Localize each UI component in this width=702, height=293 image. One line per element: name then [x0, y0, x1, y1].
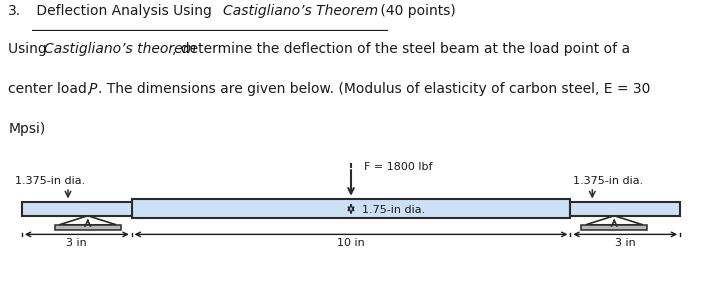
Text: P: P — [88, 82, 97, 96]
Bar — [22, 202, 132, 216]
Text: . The dimensions are given below. (Modulus of elasticity of carbon steel, E = 30: . The dimensions are given below. (Modul… — [98, 82, 651, 96]
Text: Using: Using — [8, 42, 51, 57]
Text: 1.375-in dia.: 1.375-in dia. — [573, 176, 643, 186]
Text: 3 in: 3 in — [67, 238, 87, 248]
Bar — [132, 199, 570, 218]
Bar — [55, 225, 121, 230]
Text: Deflection Analysis Using: Deflection Analysis Using — [32, 4, 216, 18]
Text: 3.: 3. — [8, 4, 22, 18]
Text: Mpsi): Mpsi) — [8, 122, 46, 136]
Text: , determine the deflection of the steel beam at the load point of a: , determine the deflection of the steel … — [172, 42, 630, 57]
Text: 3 in: 3 in — [615, 238, 635, 248]
Text: Castigliano’s theorem: Castigliano’s theorem — [44, 42, 196, 57]
Bar — [581, 225, 647, 230]
Text: (40 points): (40 points) — [376, 4, 456, 18]
Text: 1.375-in dia.: 1.375-in dia. — [15, 176, 86, 186]
Text: 1.75-in dia.: 1.75-in dia. — [362, 205, 425, 215]
Text: 10 in: 10 in — [337, 238, 365, 248]
Text: F = 1800 lbf: F = 1800 lbf — [364, 162, 432, 172]
Text: Castigliano’s Theorem: Castigliano’s Theorem — [223, 4, 378, 18]
Text: center load,: center load, — [8, 82, 96, 96]
Bar — [570, 202, 680, 216]
